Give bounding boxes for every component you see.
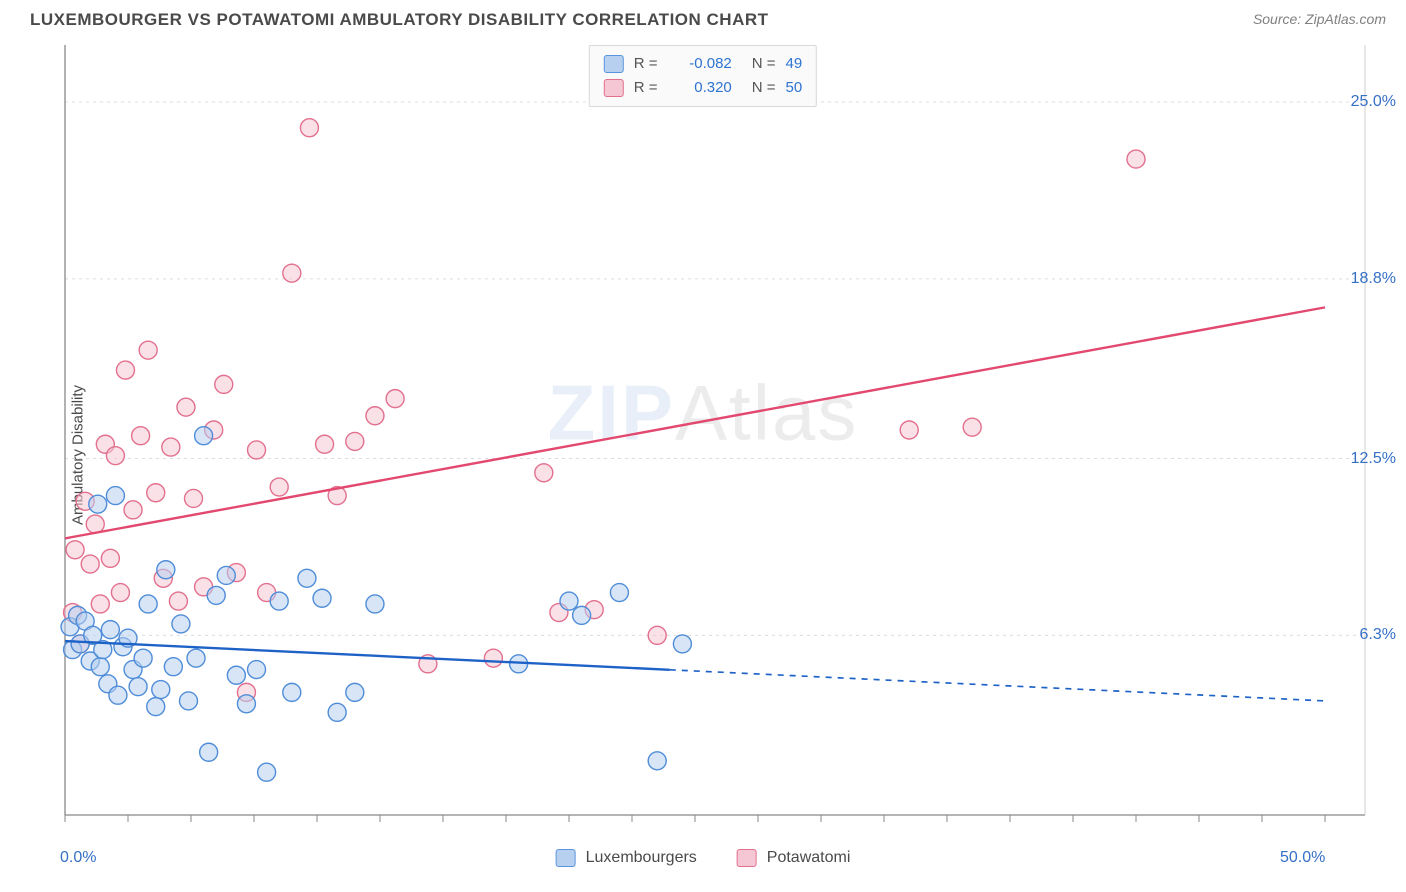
source-attribution: Source: ZipAtlas.com (1253, 11, 1386, 29)
source-label: Source: (1253, 11, 1305, 27)
y-tick-label: 6.3% (1360, 626, 1396, 644)
legend-n-label: N = (752, 52, 776, 76)
series-legend: Luxembourgers Potawatomi (556, 849, 851, 867)
y-tick-label: 25.0% (1351, 93, 1396, 111)
legend-row: R = -0.082 N = 49 (604, 52, 802, 76)
legend-n-value: 50 (786, 76, 803, 100)
series-legend-item: Luxembourgers (556, 849, 697, 867)
chart-title: LUXEMBOURGER VS POTAWATOMI AMBULATORY DI… (30, 10, 769, 30)
legend-n-value: 49 (786, 52, 803, 76)
x-tick-label: 0.0% (60, 849, 96, 867)
legend-swatch (556, 849, 576, 867)
series-legend-label: Potawatomi (767, 849, 851, 867)
legend-row: R = 0.320 N = 50 (604, 76, 802, 100)
x-tick-label: 50.0% (1280, 849, 1325, 867)
y-tick-label: 18.8% (1351, 270, 1396, 288)
series-legend-label: Luxembourgers (586, 849, 697, 867)
legend-swatch (604, 79, 624, 97)
legend-r-value: -0.082 (672, 52, 732, 76)
legend-swatch (604, 55, 624, 73)
legend-r-label: R = (634, 76, 662, 100)
legend-r-label: R = (634, 52, 662, 76)
legend-r-value: 0.320 (672, 76, 732, 100)
y-tick-label: 12.5% (1351, 450, 1396, 468)
scatter-plot (45, 35, 1385, 875)
source-value: ZipAtlas.com (1305, 11, 1386, 27)
legend-n-label: N = (752, 76, 776, 100)
series-legend-item: Potawatomi (737, 849, 851, 867)
chart-container: Ambulatory Disability ZIPAtlas R =-0.082… (0, 35, 1406, 875)
legend-swatch (737, 849, 757, 867)
correlation-legend: R = -0.082 N = 49 R = 0.320 N = 50 (589, 45, 817, 107)
